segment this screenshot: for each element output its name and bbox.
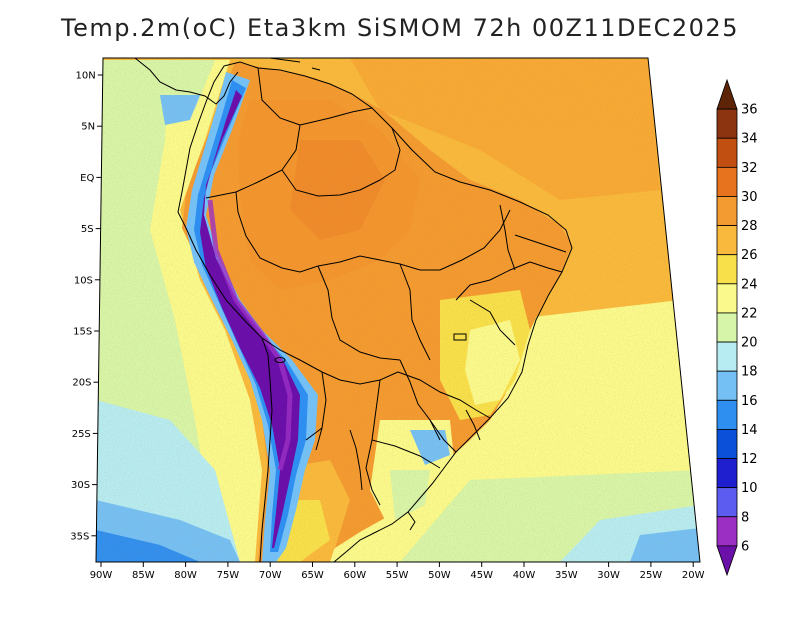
border-13 (315, 371, 327, 451)
colorbar-swatch (716, 458, 738, 489)
border-12 (261, 337, 399, 385)
lon-tick-label: 50W (428, 570, 451, 581)
lat-tick-label: 20S (72, 378, 91, 389)
colorbar-swatch (716, 254, 738, 285)
lon-tick-label: 40W (513, 570, 536, 581)
border-17 (469, 299, 516, 346)
lat-tick-label: 30S (71, 480, 90, 491)
border-1 (257, 67, 301, 126)
colorbar-swatch (716, 312, 738, 343)
colorbar-label: 6 (741, 539, 749, 554)
lon-tick-label: 55W (386, 570, 409, 581)
border-14 (365, 379, 381, 506)
lat-tick-label: 10S (74, 275, 93, 286)
colorbar-label: 16 (741, 394, 758, 409)
border-2 (299, 107, 373, 126)
coastline-pacific (177, 65, 273, 563)
map-frame (95, 57, 701, 563)
lon-tick-label: 35W (555, 570, 578, 581)
colorbar-label: 30 (741, 190, 758, 205)
colorbar-swatch (716, 225, 738, 256)
colorbar-label: 36 (741, 103, 758, 118)
colorbar-swatch (716, 108, 738, 139)
colorbar-swatch (716, 429, 738, 459)
colorbar-swatch (716, 137, 738, 168)
lon-tick-label: 70W (259, 570, 282, 581)
colorbar-label: 10 (741, 481, 758, 496)
lon-tick-label: 30W (597, 570, 620, 581)
lon-tick-label: 75W (217, 570, 240, 581)
border-4 (205, 124, 301, 199)
lon-tick-label: 20W (682, 570, 705, 581)
central-america (134, 57, 239, 105)
lat-tick-label: 5S (81, 224, 94, 235)
colorbar-label: 34 (741, 132, 758, 147)
colorbar-swatch (716, 196, 738, 226)
lon-tick-label: 25W (640, 570, 663, 581)
borders (134, 57, 573, 563)
caribbean-islands (269, 57, 321, 71)
lon-tick-label: 90W (90, 570, 113, 581)
colorbar-swatch (716, 516, 738, 547)
colorbar-bottom-arrow (716, 545, 738, 577)
border-18 (455, 261, 531, 301)
border-5 (281, 169, 381, 197)
latitude-axis: 10N 5N EQ 5S 10S 15S 20S 25S 30S 35S (70, 71, 103, 542)
border-22 (529, 261, 563, 273)
colorbar-swatch (716, 283, 738, 314)
border-6 (235, 191, 319, 273)
lagoa-mirim (407, 511, 416, 531)
colorbar-swatch (716, 166, 738, 197)
border-21 (514, 234, 567, 253)
colorbar-label: 8 (741, 510, 749, 525)
lon-tick-label: 80W (174, 570, 197, 581)
lat-tick-label: 5N (81, 122, 95, 133)
border-24 (349, 429, 363, 491)
border-20 (499, 204, 516, 271)
colorbar-label: 20 (741, 336, 758, 351)
colorbar-top-arrow (716, 78, 738, 110)
border-7 (317, 265, 401, 361)
lat-tick-label: EQ (80, 173, 94, 184)
colorbar-label: 22 (741, 306, 758, 321)
lake-minas (453, 333, 467, 341)
lat-tick-label: 10N (76, 71, 96, 82)
colorbar-swatch (716, 341, 738, 372)
lake-titicaca (274, 357, 286, 363)
border-23 (465, 409, 481, 441)
border-3 (379, 127, 401, 181)
colorbar-label: 12 (741, 452, 758, 467)
colorbar-swatch (716, 370, 738, 401)
lat-tick-label: 35S (70, 531, 89, 542)
border-25 (305, 427, 323, 441)
lon-tick-label: 60W (343, 570, 366, 581)
map-title: Temp.2m(oC) Eta3km SiSMOM 72h 00Z11DEC20… (61, 14, 739, 42)
colorbar-label: 28 (741, 219, 758, 234)
colorbar-label: 24 (741, 277, 758, 292)
lon-tick-label: 45W (470, 570, 493, 581)
lon-tick-label: 85W (132, 570, 155, 581)
longitude-axis: 90W 85W 80W 75W 70W 65W 60W 55W 50W 45W 40W 35W 30W 2… (90, 562, 705, 581)
border-16 (429, 419, 457, 453)
colorbar-swatch (716, 399, 738, 430)
lat-tick-label: 15S (73, 327, 92, 338)
lon-tick-label: 65W (301, 570, 324, 581)
border-15 (397, 371, 491, 419)
temperature-field (96, 58, 700, 562)
colorbar-label: 26 (741, 248, 758, 263)
lat-tick-label: 25S (72, 429, 91, 440)
border-19 (371, 439, 441, 469)
colorbar-label: 32 (741, 161, 758, 176)
colorbar-label: 18 (741, 365, 758, 380)
colorbar-label: 14 (741, 423, 758, 438)
colorbar: 6 8 10 12 14 16 18 20 22 24 26 28 30 32 34 36 (716, 78, 758, 577)
colorbar-swatch (716, 487, 738, 518)
border-11 (399, 263, 431, 361)
border-8 (317, 255, 440, 271)
